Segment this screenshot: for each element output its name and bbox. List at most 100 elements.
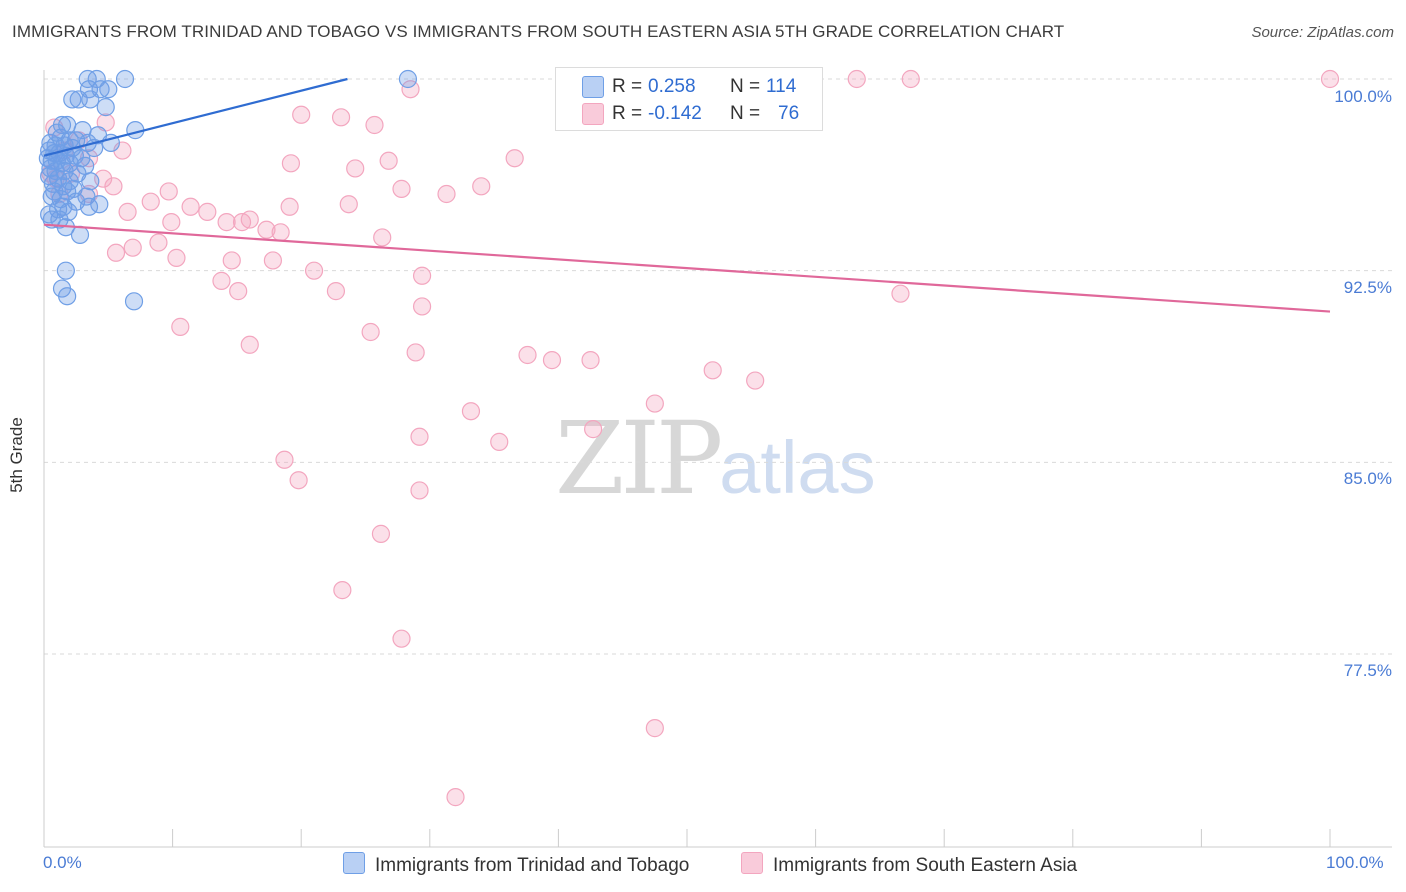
trinidad-tobago-point (79, 197, 99, 216)
trinidad-tobago-point (41, 159, 60, 178)
correlation-legend: R = 0.258 N = 114 R = -0.142 N = 76 (555, 67, 823, 131)
bottom-legend-label-pink: Immigrants from South Eastern Asia (773, 855, 1078, 876)
south-eastern-asia-point (181, 197, 200, 216)
trinidad-tobago-point (70, 225, 90, 244)
south-eastern-asia-point (162, 213, 181, 232)
south-eastern-asia-point (123, 238, 142, 257)
south-eastern-asia-point (518, 345, 537, 365)
legend-swatch-pink (582, 103, 604, 125)
trinidad-tobago-point (40, 205, 59, 224)
south-eastern-asia-point (379, 151, 398, 170)
south-eastern-asia-point (106, 243, 126, 262)
bottom-legend-blue: Immigrants from Trinidad and Tobago (343, 852, 689, 876)
bottom-legend-swatch-pink (741, 852, 763, 874)
trend-line-trinidad-tobago (43, 77, 348, 157)
chart-title: IMMIGRANTS FROM TRINIDAD AND TOBAGO VS I… (12, 22, 1065, 41)
south-eastern-asia-point (289, 471, 308, 490)
watermark: ZIPatlas (555, 400, 876, 517)
south-eastern-asia-point (104, 177, 123, 196)
south-eastern-asia-point (281, 154, 301, 173)
south-eastern-asia-point (271, 223, 290, 242)
south-eastern-asia-point (331, 108, 351, 127)
south-eastern-asia-point (373, 228, 392, 247)
legend-r-value: 0.258 (648, 76, 696, 97)
x-tick-label: 100.0% (1326, 853, 1384, 872)
watermark-atlas: atlas (719, 426, 876, 509)
south-eastern-asia-point (412, 266, 432, 285)
series-trinidad-tobago-points (38, 69, 418, 311)
south-eastern-asia-point (118, 202, 137, 221)
south-eastern-asia-point (212, 271, 231, 290)
y-tick-label: 85.0% (1343, 469, 1392, 488)
south-eastern-asia-point (141, 192, 160, 211)
south-eastern-asia-point (257, 220, 276, 239)
south-eastern-asia-point (326, 282, 346, 301)
legend-r-value: -0.142 (648, 103, 702, 124)
axes (43, 70, 1392, 848)
trinidad-tobago-point (63, 90, 82, 109)
y-tick-label: 92.5% (1343, 278, 1392, 297)
south-eastern-asia-point (333, 581, 352, 600)
south-eastern-asia-point (149, 233, 168, 252)
legend-swatch-blue (582, 76, 604, 98)
south-eastern-asia-point (446, 788, 465, 807)
y-tick-label: 77.5% (1343, 661, 1392, 680)
source-label: Source: ZipAtlas.com (1251, 24, 1394, 41)
trinidad-tobago-point (124, 292, 144, 311)
y-axis-label: 5th Grade (7, 417, 26, 493)
trinidad-tobago-point (81, 172, 100, 191)
trend-line-south-eastern-asia (43, 223, 1331, 313)
south-eastern-asia-point (392, 179, 411, 198)
south-eastern-asia-point (339, 195, 358, 214)
south-eastern-asia-point (891, 284, 910, 303)
south-eastern-asia-point (505, 149, 524, 168)
trinidad-tobago-point (96, 98, 115, 117)
trinidad-tobago-point (58, 287, 77, 306)
south-eastern-asia-point (406, 343, 425, 362)
legend-r-label: R = (612, 76, 643, 97)
south-eastern-asia-point (229, 282, 248, 301)
trend-lines (43, 77, 1331, 313)
south-eastern-asia-point (746, 371, 765, 390)
south-eastern-asia-point (847, 69, 866, 89)
south-eastern-asia-point (292, 105, 311, 124)
south-eastern-asia-point (412, 297, 432, 316)
x-tick-label: 0.0% (43, 853, 82, 872)
trinidad-tobago-point (99, 80, 118, 99)
trinidad-tobago-point (115, 69, 135, 89)
south-eastern-asia-point (167, 248, 186, 267)
south-eastern-asia-point (461, 402, 481, 421)
south-eastern-asia-point (703, 361, 722, 380)
trinidad-tobago-point (60, 131, 79, 150)
south-eastern-asia-point (217, 213, 236, 232)
south-eastern-asia-point (645, 719, 664, 738)
bottom-legend-label-blue: Immigrants from Trinidad and Tobago (375, 855, 690, 876)
south-eastern-asia-point (410, 481, 429, 500)
south-eastern-asia-point (901, 69, 920, 89)
south-eastern-asia-point (304, 261, 324, 280)
south-eastern-asia-point (584, 420, 603, 439)
south-eastern-asia-point (275, 450, 294, 469)
south-eastern-asia-point (346, 159, 365, 178)
legend-n-label: N = (730, 103, 761, 124)
south-eastern-asia-point (581, 351, 600, 370)
south-eastern-asia-point (1320, 69, 1340, 89)
trinidad-tobago-point (87, 69, 106, 89)
watermark-zip: ZIP (555, 400, 723, 517)
y-tick-label: 100.0% (1334, 87, 1392, 106)
legend-r-label: R = (612, 103, 643, 124)
series-south-eastern-asia-points (41, 69, 1340, 807)
south-eastern-asia-point (159, 182, 178, 201)
trinidad-tobago-point (398, 69, 418, 89)
trinidad-tobago-point (56, 261, 75, 280)
south-eastern-asia-point (645, 394, 664, 413)
trinidad-tobago-point (81, 90, 100, 109)
south-eastern-asia-point (365, 115, 384, 135)
south-eastern-asia-point (280, 197, 299, 216)
south-eastern-asia-point (371, 524, 391, 543)
south-eastern-asia-point (490, 432, 509, 451)
south-eastern-asia-point (232, 213, 252, 232)
south-eastern-asia-point (437, 184, 456, 204)
south-eastern-asia-point (542, 351, 562, 370)
